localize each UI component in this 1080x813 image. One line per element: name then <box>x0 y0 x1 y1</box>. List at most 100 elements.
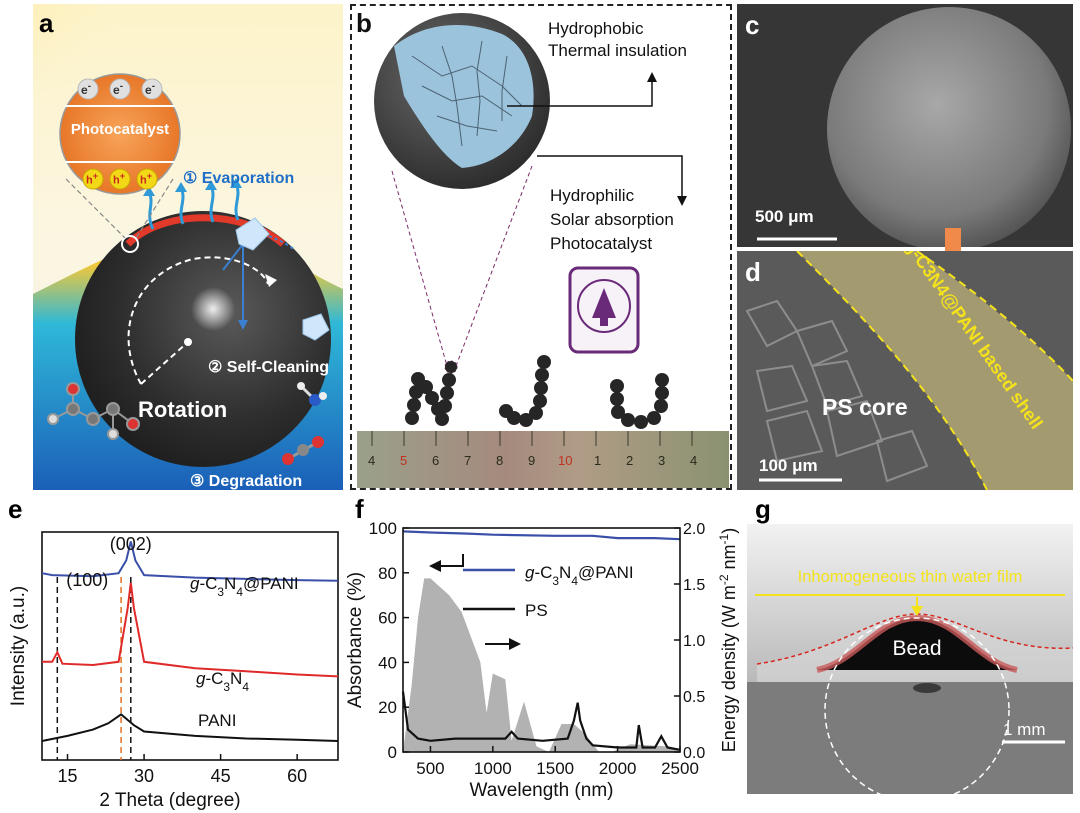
water-film-label: Inhomogeneous thin water film <box>797 568 1023 586</box>
panel-g: g Inhomogeneous thin water film Bead 1 m… <box>747 492 1073 813</box>
x-axis-label: 2 Theta (degree) <box>99 790 240 811</box>
x-tick-label: 2000 <box>599 759 637 778</box>
panel-e: e 15 30 45 60 2 Theta (degree) Intensity (a.u… <box>0 492 345 813</box>
thermal-insulation-label: Thermal insulation <box>548 41 687 60</box>
series-label-pani: PANI <box>198 711 236 730</box>
ruler-number: 10 <box>558 453 573 468</box>
peak-label: (002) <box>110 534 152 554</box>
panel-label-a: a <box>39 8 54 38</box>
x-tick-label: 30 <box>134 766 154 786</box>
scale-bar-label-g: 1 mm <box>1003 720 1046 739</box>
pollutant-molecule-icon <box>47 382 140 440</box>
co2-molecule-icon <box>282 436 324 465</box>
electron-label-1: e- <box>81 81 92 97</box>
y-tick-label: 40 <box>378 653 397 672</box>
panel-a: a Photocatalyst e- e- e- h+ h+ h+ ① Evap… <box>33 4 343 490</box>
electron-symbol: e <box>113 83 120 97</box>
y-tick-label: 20 <box>378 698 397 717</box>
panel-label-b: b <box>356 8 372 38</box>
solar-absorption-label: Solar absorption <box>550 210 674 229</box>
series-line-g-C3N4 <box>42 582 339 678</box>
legend-label: PS <box>525 601 548 620</box>
x-tick-label: 2500 <box>661 759 699 778</box>
series-line-g-C3N4@PANI <box>402 530 681 541</box>
hydrophobic-label: Hydrophobic <box>548 19 644 38</box>
absorbance-chart: 500 1000 1500 2000 2500 0 20 40 60 80 100 0.0 0.5 1.0… <box>345 519 739 801</box>
x-tick-label: 1000 <box>474 759 512 778</box>
electron-label-3: e- <box>145 81 156 97</box>
hole-label-1: h+ <box>86 171 99 187</box>
ruler-number: 4 <box>690 453 698 468</box>
rotation-label: Rotation <box>138 397 228 422</box>
hole-symbol: h <box>140 174 147 187</box>
y2-axis-label: Energy density (W m-2 nm-1) <box>717 528 739 752</box>
hole-label-2: h+ <box>113 171 126 187</box>
ruler-number: 4 <box>368 453 376 468</box>
y-tick-label: 80 <box>378 564 397 583</box>
y-tick-label: 0 <box>388 743 397 762</box>
y2-tick-label: 1.0 <box>683 633 705 650</box>
panel-label-e: e <box>8 494 23 524</box>
electron-symbol: e <box>145 83 152 97</box>
series-area-solar-spectrum <box>403 578 680 752</box>
panel-label-g: g <box>755 494 771 524</box>
left-axis-arrow-icon <box>435 554 464 567</box>
degradation-step-label: ③ Degradation <box>190 473 303 490</box>
panel-label-c: c <box>745 10 760 40</box>
sem-image-cross-section <box>737 251 1073 490</box>
y2-tick-label: 0.5 <box>683 689 705 706</box>
electron-label-2: e- <box>113 81 124 97</box>
x-axis-label: Wavelength (nm) <box>470 780 614 801</box>
hole-symbol: h <box>86 174 93 187</box>
ps-core-label: PS core <box>822 394 908 420</box>
plot-frame <box>41 531 339 761</box>
y-tick-label: 60 <box>378 609 397 628</box>
x-tick-label: 45 <box>211 766 231 786</box>
x-tick-label: 60 <box>287 766 307 786</box>
peak-label: (100) <box>66 570 108 590</box>
panel-f: f 500 1000 1500 2000 2500 0 20 40 60 80 100 0.0 0.5 1… <box>345 492 745 813</box>
x-tick-label: 500 <box>416 759 444 778</box>
y2-tick-label: 0.0 <box>683 745 705 762</box>
series-line-g-C3N4@PANI <box>41 541 339 582</box>
ruler-number: 7 <box>464 453 472 468</box>
y-tick-label: 100 <box>369 519 397 538</box>
panel-b-illustration <box>357 13 729 488</box>
upper-callout-text: Hydrophobic Thermal insulation <box>548 18 687 62</box>
series-line-PS <box>401 691 681 751</box>
panel-c: c 500 μm <box>737 4 1073 247</box>
ruler-number: 8 <box>496 453 504 468</box>
ruler-number: 2 <box>626 453 634 468</box>
y-axis-label: Intensity (a.u.) <box>8 586 29 706</box>
ruler-number: 9 <box>528 453 536 468</box>
bead-label: Bead <box>892 637 942 660</box>
y-axis-label: Absorbance (%) <box>345 572 366 708</box>
panel-label-f: f <box>355 494 364 524</box>
left-axis-arrowhead-icon <box>429 560 441 572</box>
panel-b: b Hydrophobic Thermal insulation Hydroph… <box>350 4 732 490</box>
series-label-gc3n4-pani: g-C3N4@PANI <box>190 574 299 599</box>
hydrophilic-label: Hydrophilic <box>550 186 635 205</box>
university-seal-icon <box>568 266 640 354</box>
hole-symbol: h <box>113 174 120 187</box>
scale-bar-label-c: 500 μm <box>755 207 814 226</box>
self-cleaning-step-label: ② Self-Cleaning <box>208 359 330 376</box>
series-line-PANI <box>41 713 339 742</box>
y2-tick-label: 2.0 <box>683 521 705 538</box>
ruler-number: 6 <box>432 453 440 468</box>
x-tick-label: 1500 <box>536 759 574 778</box>
photocatalyst-label: Photocatalyst <box>550 234 653 253</box>
ruler-number: 3 <box>658 453 666 468</box>
photocatalyst-label: Photocatalyst <box>70 121 170 138</box>
series-label-gc3n4: g-C3N4 <box>196 669 249 694</box>
lower-callout-text: Hydrophilic Solar absorption Photocataly… <box>550 184 674 256</box>
water-molecule-icon <box>297 382 327 406</box>
hole-label-3: h+ <box>140 171 153 187</box>
xrd-chart: 15 30 45 60 2 Theta (degree) Intensity (a.u.)… <box>8 531 339 811</box>
evaporation-step-label: ① Evaporation <box>183 170 295 187</box>
electron-symbol: e <box>81 83 88 97</box>
bead-letters-nju <box>405 355 669 429</box>
panel-label-d: d <box>745 257 761 287</box>
panel-a-illustration <box>33 4 343 490</box>
ruler-number: 5 <box>400 453 408 468</box>
